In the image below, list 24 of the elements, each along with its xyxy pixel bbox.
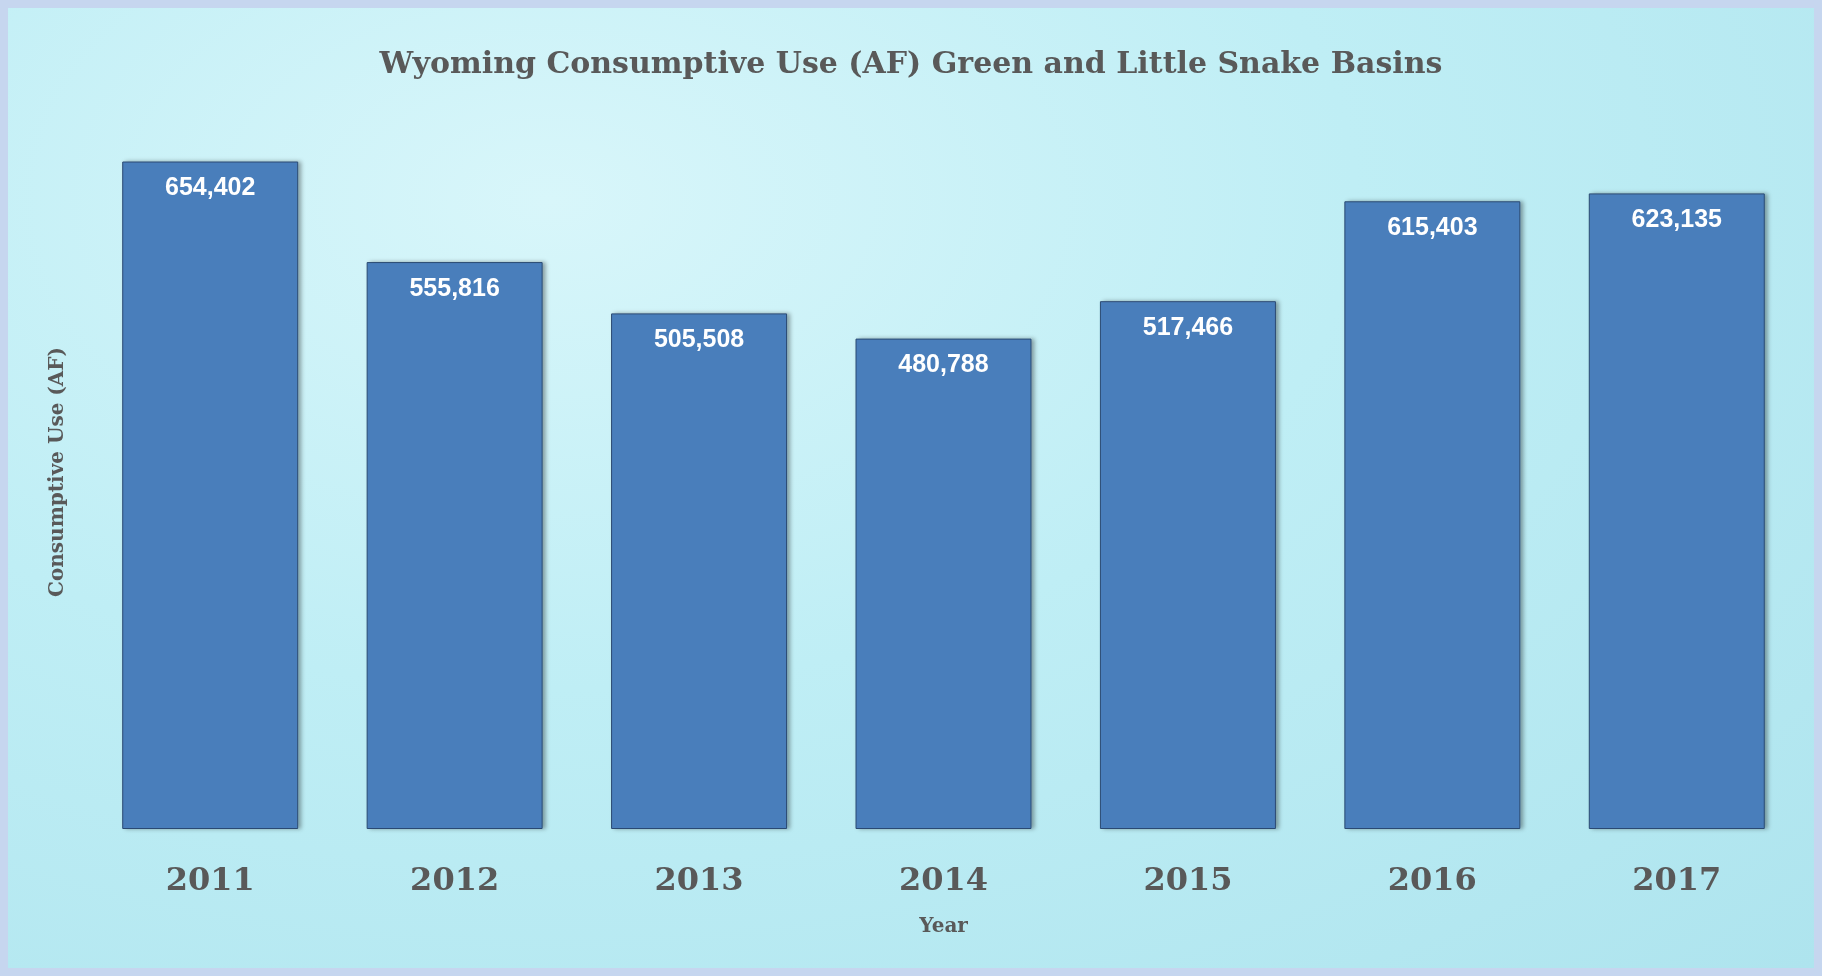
data-label: 654,402 xyxy=(165,172,256,201)
data-label: 555,816 xyxy=(409,272,500,301)
data-label: 505,508 xyxy=(653,323,745,352)
bar xyxy=(366,262,543,829)
data-label: 615,403 xyxy=(1387,211,1478,240)
bar xyxy=(611,313,788,829)
x-tick-label: 2013 xyxy=(654,860,744,898)
x-axis-title: Year xyxy=(918,913,969,937)
data-label: 623,135 xyxy=(1631,203,1723,232)
x-tick-label: 2017 xyxy=(1632,860,1722,898)
bar xyxy=(122,161,299,829)
x-tick-label: 2016 xyxy=(1387,860,1477,898)
y-axis-title: Consumptive Use (AF) xyxy=(44,347,68,597)
data-label: 480,788 xyxy=(898,349,989,378)
bar xyxy=(855,338,1032,829)
chart-title: Wyoming Consumptive Use (AF) Green and Little Snake Basins xyxy=(378,44,1443,80)
bar xyxy=(1099,301,1276,829)
data-label: 517,466 xyxy=(1142,311,1234,340)
x-tick-label: 2012 xyxy=(410,860,500,898)
x-tick-label: 2011 xyxy=(165,860,255,898)
bar xyxy=(1588,193,1765,829)
bar xyxy=(1344,201,1521,829)
x-tick-label: 2015 xyxy=(1143,860,1233,898)
x-tick-label: 2014 xyxy=(898,860,989,898)
